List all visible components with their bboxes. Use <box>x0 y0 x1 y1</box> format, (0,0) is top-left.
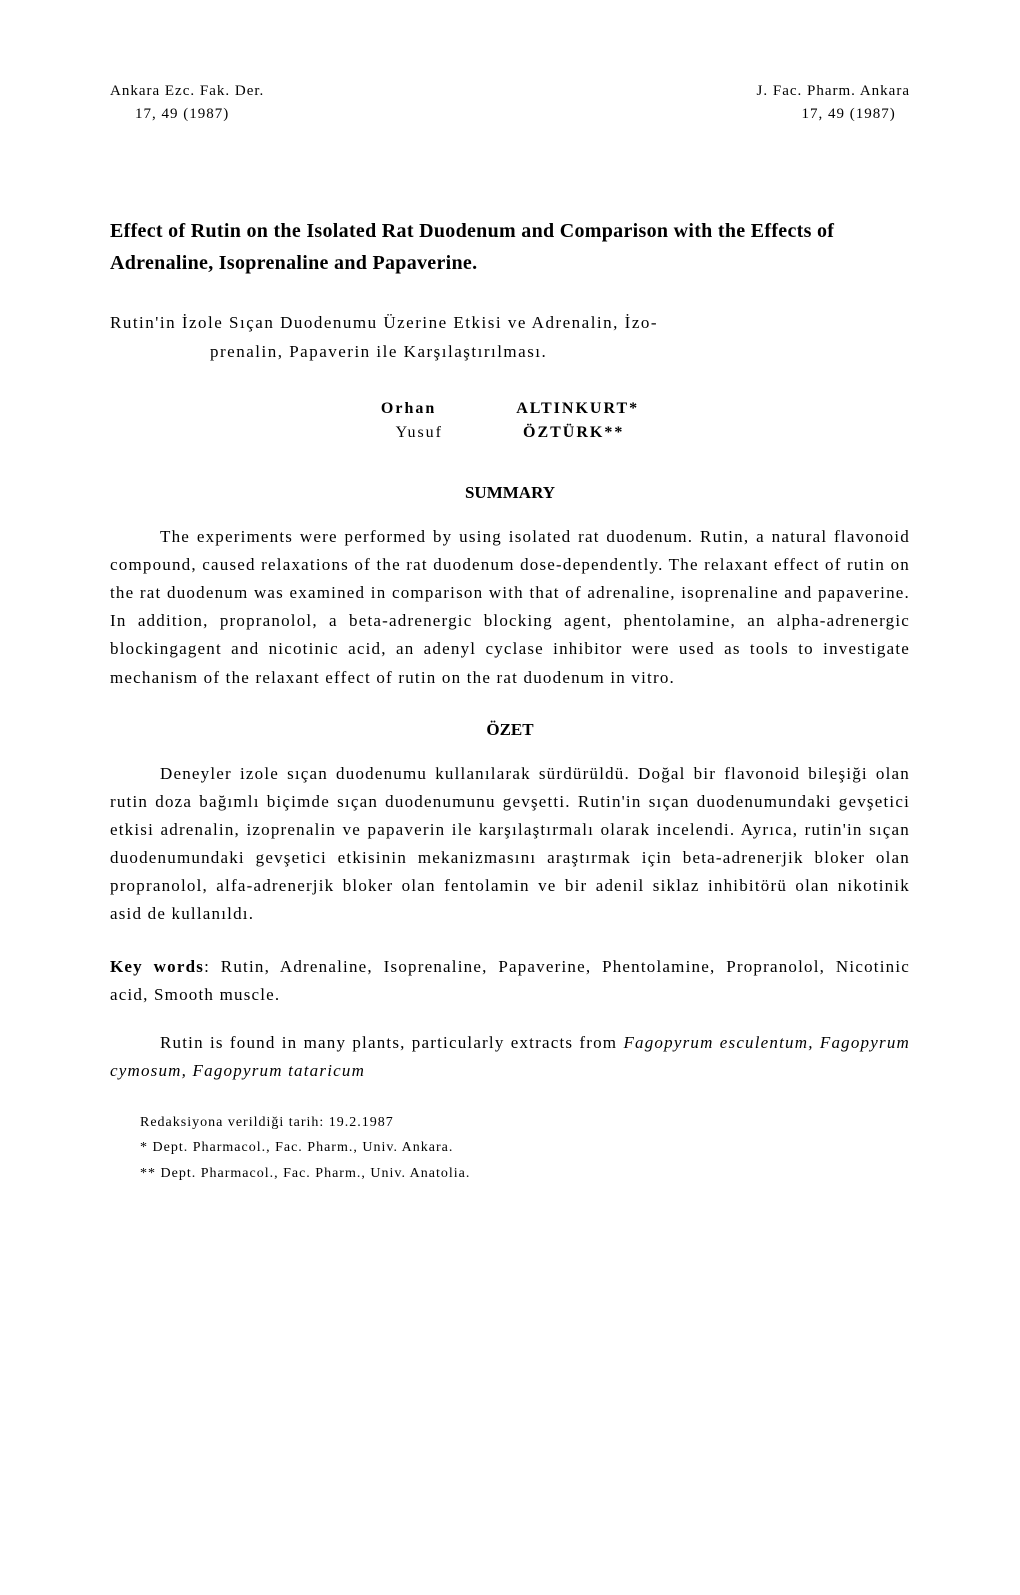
summary-heading: SUMMARY <box>110 480 910 506</box>
keywords: Key words: Rutin, Adrenaline, Isoprenali… <box>110 953 910 1009</box>
journal-issue-left: 17, 49 (1987) <box>110 103 264 126</box>
subtitle-line1: Rutin'in İzole Sıçan Duodenumu Üzerine E… <box>110 309 910 338</box>
footnotes: Redaksiyona verildiği tarih: 19.2.1987 *… <box>110 1111 910 1186</box>
article-title: Effect of Rutin on the Isolated Rat Duod… <box>110 215 910 279</box>
header-right: J. Fac. Pharm. Ankara 17, 49 (1987) <box>757 80 910 125</box>
authors: Orhan ALTINKURT* Yusuf ÖZTÜRK** <box>110 397 910 445</box>
author-1-first: Orhan <box>381 397 436 421</box>
journal-issue-right: 17, 49 (1987) <box>757 103 910 126</box>
author-2-first: Yusuf <box>396 421 443 445</box>
header-left: Ankara Ezc. Fak. Der. 17, 49 (1987) <box>110 80 264 125</box>
journal-header: Ankara Ezc. Fak. Der. 17, 49 (1987) J. F… <box>110 80 910 125</box>
footnote-1: * Dept. Pharmacol., Fac. Pharm., Univ. A… <box>140 1136 910 1160</box>
author-1: Orhan ALTINKURT* <box>341 397 679 421</box>
ozet-paragraph: Deneyler izole sıçan duodenumu kullanıla… <box>110 760 910 928</box>
footnote-date: Redaksiyona verildiği tarih: 19.2.1987 <box>140 1111 910 1135</box>
journal-name-right: J. Fac. Pharm. Ankara <box>757 80 910 103</box>
keywords-text: : Rutin, Adrenaline, Isoprenaline, Papav… <box>110 957 910 1004</box>
keywords-label: Key words <box>110 957 204 976</box>
subtitle-line2: prenalin, Papaverin ile Karşılaştırılmas… <box>110 338 910 367</box>
footnote-2: ** Dept. Pharmacol., Fac. Pharm., Univ. … <box>140 1162 910 1186</box>
author-2-last: ÖZTÜRK** <box>523 421 624 445</box>
summary-paragraph: The experiments were performed by using … <box>110 523 910 691</box>
intro-paragraph: Rutin is found in many plants, particula… <box>110 1029 910 1085</box>
intro-pre: Rutin is found in many plants, particula… <box>160 1033 623 1052</box>
author-1-last: ALTINKURT* <box>516 397 639 421</box>
ozet-heading: ÖZET <box>110 717 910 743</box>
journal-name-left: Ankara Ezc. Fak. Der. <box>110 80 264 103</box>
author-2: Yusuf ÖZTÜRK** <box>356 421 665 445</box>
article-subtitle: Rutin'in İzole Sıçan Duodenumu Üzerine E… <box>110 309 910 367</box>
